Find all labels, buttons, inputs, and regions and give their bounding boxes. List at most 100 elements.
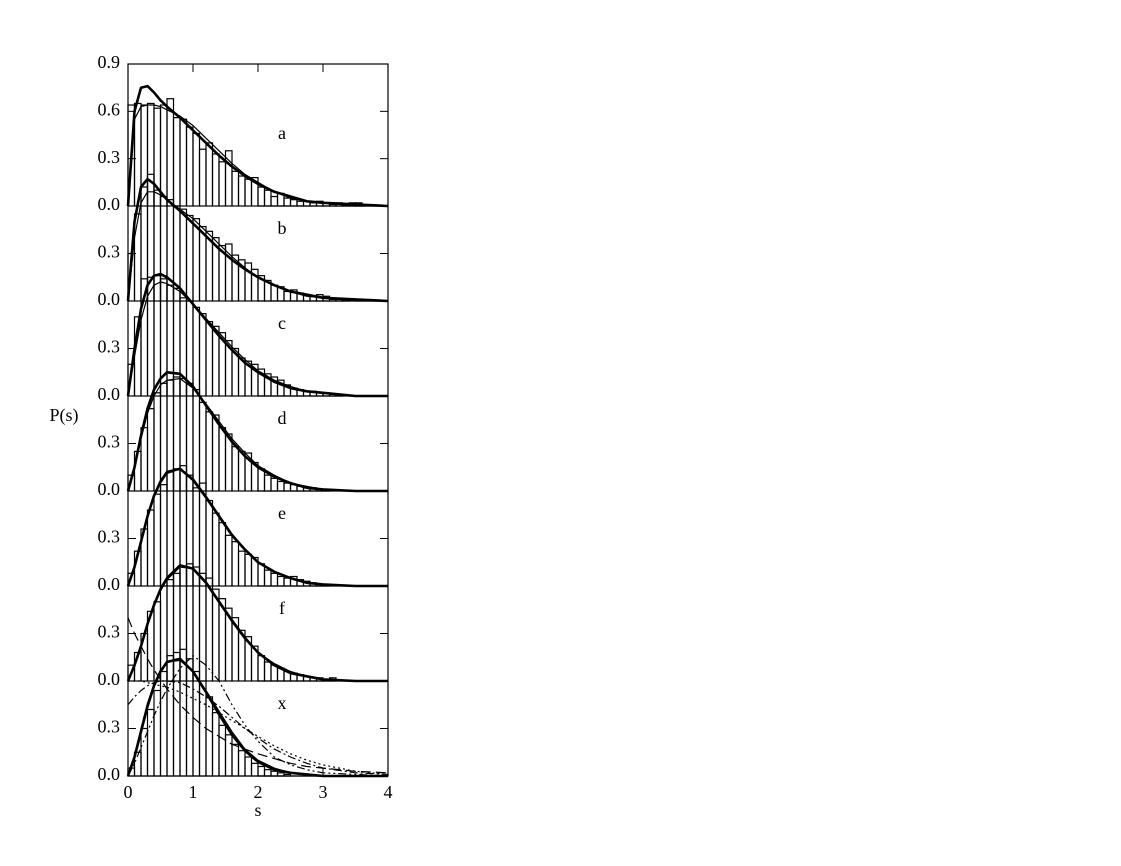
histogram-bar (218, 724, 227, 777)
y-tick-label: 0.0 (98, 289, 121, 309)
y-tick-label: 0.3 (98, 717, 121, 737)
curve (127, 659, 388, 777)
histogram-bar (257, 468, 266, 492)
histogram-bar (172, 117, 181, 207)
y-tick-label: 0.9 (98, 52, 121, 72)
curve (127, 104, 388, 207)
histogram-bar (211, 414, 220, 492)
panel-label: x (278, 693, 287, 713)
curve (127, 191, 388, 302)
histogram-bar (276, 480, 285, 492)
histogram-bar (140, 104, 149, 207)
histogram-bar (179, 208, 188, 302)
histogram-bar (244, 756, 253, 777)
y-tick-label: 0.0 (98, 669, 121, 689)
panel-label: c (278, 313, 286, 333)
histogram-bar (146, 408, 155, 492)
histogram-bar (257, 655, 266, 682)
histogram-bar (250, 762, 259, 777)
histogram-bar (283, 197, 292, 207)
x-tick-label: 2 (254, 782, 263, 802)
histogram-bar (198, 148, 207, 207)
histogram-bar (263, 569, 272, 587)
histogram-bar (270, 284, 279, 302)
curve (126, 371, 388, 493)
y-tick-label: 0.3 (98, 622, 121, 642)
histogram-bar (263, 769, 272, 777)
histogram-bar (224, 243, 233, 302)
histogram-bar (185, 214, 194, 302)
histogram-bar (153, 493, 162, 587)
histogram-bar (153, 601, 162, 682)
histogram-bar (146, 509, 155, 587)
histogram-bar (146, 102, 155, 207)
histogram-bar (211, 153, 220, 207)
histogram-bar (192, 218, 201, 302)
histogram-bar (283, 290, 292, 302)
curve (127, 617, 389, 774)
histogram-bar (270, 572, 279, 587)
y-tick-label: 0.3 (98, 432, 121, 452)
histogram-bar (237, 550, 246, 587)
histogram-bar (205, 320, 214, 397)
curve (126, 177, 389, 303)
histogram-bar (270, 770, 279, 777)
histogram-bar (211, 325, 220, 397)
histogram-bar (159, 195, 168, 302)
curve (127, 680, 389, 775)
histogram-bar (263, 189, 272, 207)
histogram-bar (146, 708, 155, 777)
histogram-bar (185, 563, 194, 682)
histogram-bar (211, 588, 220, 682)
histogram-bar (237, 175, 246, 207)
histogram-bar (270, 195, 279, 207)
y-tick-label: 0.3 (98, 242, 121, 262)
histogram-bar (166, 379, 175, 492)
histogram-bar (211, 712, 220, 777)
histogram-bar (192, 306, 201, 397)
histogram-bar (218, 427, 227, 492)
panel-label: e (278, 503, 286, 523)
panel-label: a (278, 123, 286, 143)
histogram-bar (166, 655, 175, 777)
y-axis-label: P(s) (49, 405, 78, 426)
histogram-bar (205, 499, 214, 587)
y-tick-label: 0.3 (98, 527, 121, 547)
histogram-bar (244, 178, 253, 207)
histogram-bar (192, 566, 201, 682)
histogram-bar (205, 411, 214, 492)
histogram-bar (166, 98, 175, 207)
histogram-bar (198, 313, 207, 397)
curve (127, 468, 388, 587)
histogram-bar (237, 750, 246, 777)
histogram-bar (166, 471, 175, 587)
curve (127, 655, 389, 777)
y-tick-label: 0.6 (98, 99, 121, 119)
y-tick-label: 0.0 (98, 764, 121, 784)
histogram-bar (172, 376, 181, 492)
curve (127, 378, 388, 492)
histogram-bar (198, 225, 207, 302)
histogram-bar (231, 170, 240, 207)
x-tick-label: 0 (124, 782, 133, 802)
x-tick-label: 3 (319, 782, 328, 802)
histogram-bar (224, 150, 233, 207)
histogram-bar (231, 743, 240, 777)
histogram-bar (133, 213, 142, 302)
histogram-bar (263, 661, 272, 682)
histogram-bar (283, 482, 292, 492)
histogram-bar (192, 670, 201, 777)
histogram-bar (244, 553, 253, 587)
histogram-bar (257, 765, 266, 777)
histogram-bar (159, 104, 168, 207)
curve (127, 566, 388, 682)
panel-label: b (278, 218, 287, 238)
histogram-bar (140, 186, 149, 302)
histogram-bar (205, 696, 214, 777)
histogram-bar (218, 161, 227, 207)
histogram-bar (283, 773, 292, 777)
y-tick-label: 0.3 (98, 337, 121, 357)
x-axis-label: s (254, 800, 261, 820)
